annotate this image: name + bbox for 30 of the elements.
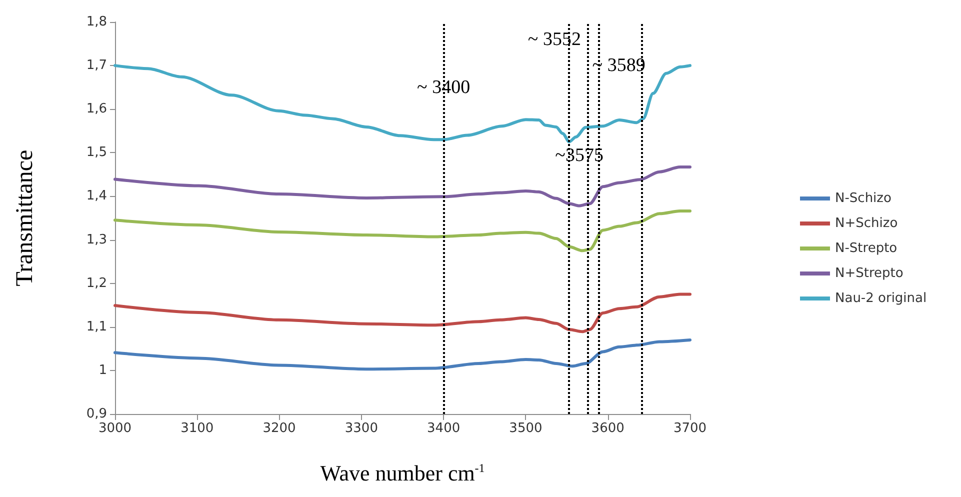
legend-label: N-Strepto	[835, 241, 898, 256]
y-tick-label: 1,8	[86, 14, 107, 30]
ref-line-label: ~ 3552	[528, 29, 581, 50]
legend-label: N-Schizo	[835, 191, 892, 206]
x-tick-label: 3100	[180, 421, 214, 436]
ref-line-label: ~ 3400	[417, 77, 470, 98]
x-tick-label: 3500	[509, 421, 542, 436]
y-tick-label: 1,6	[86, 102, 107, 117]
y-axis-title: Transmittance	[12, 150, 38, 286]
x-tick-label: 3300	[344, 421, 378, 436]
y-tick-label: 1,5	[86, 145, 107, 160]
y-tick-label: 1,3	[86, 232, 107, 248]
x-tick-label: 3400	[427, 421, 460, 436]
y-tick-label: 1	[98, 362, 107, 378]
legend-label: Nau-2 original	[835, 291, 927, 306]
line-series	[114, 210, 692, 252]
y-tick-label: 1,2	[86, 276, 107, 291]
line-series	[114, 338, 692, 371]
line-series	[114, 166, 692, 208]
legend-label: N+Strepto	[835, 266, 904, 281]
line-series	[114, 292, 692, 334]
y-tick-label: 1,4	[86, 188, 107, 204]
x-tick-label: 3000	[98, 421, 132, 436]
x-tick-label: 3600	[591, 421, 624, 436]
y-tick-label: 1,1	[86, 319, 107, 334]
legend-label: N+Schizo	[835, 216, 898, 231]
y-tick-label: 0,9	[86, 406, 107, 422]
x-tick-label: 3700	[673, 421, 707, 436]
x-tick-label: 3200	[262, 421, 296, 436]
y-tick-label: 1,7	[86, 58, 107, 74]
